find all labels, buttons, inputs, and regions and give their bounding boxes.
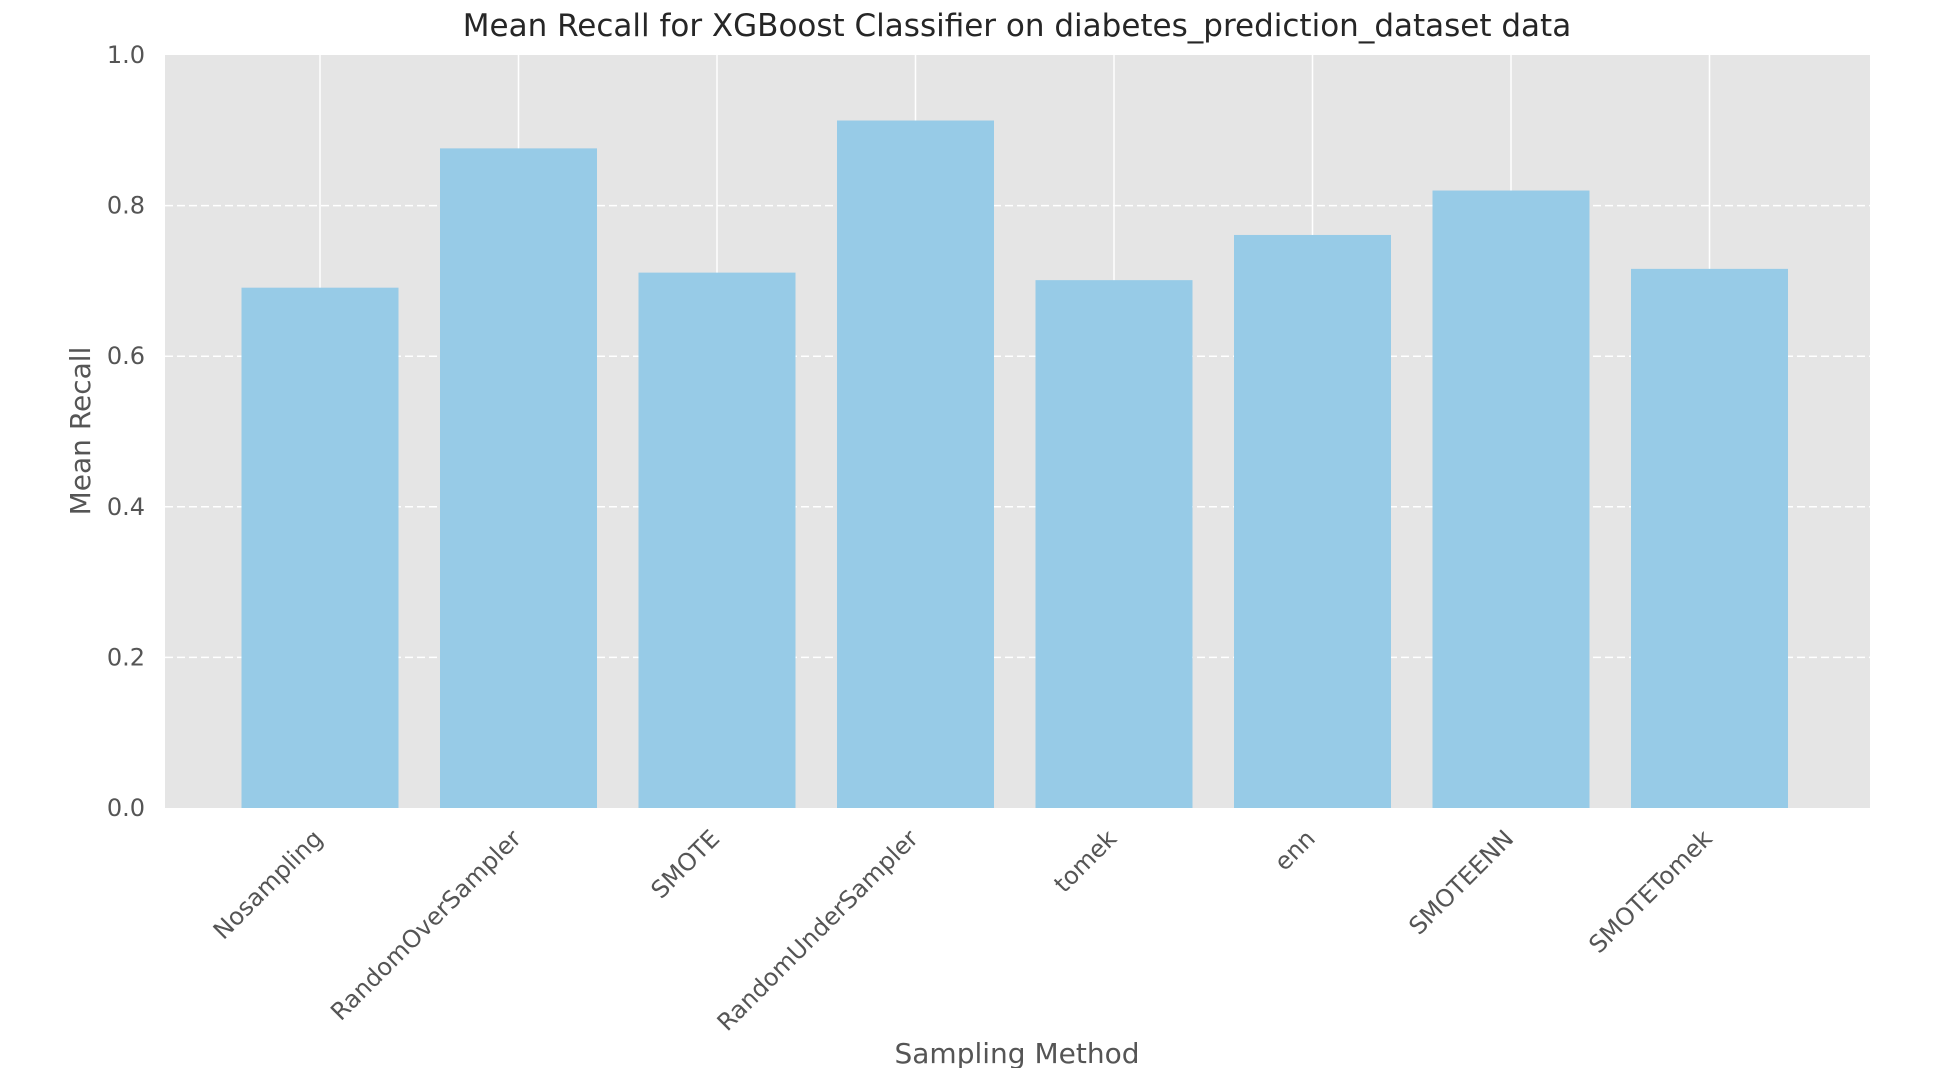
bar	[1432, 190, 1590, 809]
y-tick-label: 0.0	[107, 794, 145, 822]
x-tick-label: tomek	[1049, 824, 1123, 898]
bar	[837, 120, 994, 809]
plot-area	[165, 55, 1870, 808]
x-axis-label: Sampling Method	[895, 1037, 1140, 1068]
x-tick-label: Nosampling	[208, 824, 328, 944]
x-tick-label: SMOTEENN	[1403, 824, 1519, 940]
chart-title: Mean Recall for XGBoost Classifier on di…	[463, 8, 1571, 44]
bar	[1234, 234, 1391, 809]
x-tick-label: SMOTETomek	[1583, 824, 1717, 958]
bar	[1035, 280, 1193, 809]
bar	[638, 272, 796, 808]
x-tick-label: enn	[1269, 824, 1321, 876]
bar	[241, 287, 399, 808]
bar	[1631, 268, 1788, 808]
y-axis-label: Mean Recall	[64, 347, 97, 516]
bar	[440, 148, 597, 808]
y-axis-ticks: 0.0 0.2 0.4 0.6 0.8 1.0	[107, 41, 145, 822]
x-tick-label: RandomOverSampler	[325, 824, 527, 1026]
x-tick-label: SMOTE	[646, 824, 726, 904]
bars	[241, 120, 1788, 809]
y-tick-label: 0.2	[107, 643, 145, 671]
x-tick-label: RandomUnderSampler	[712, 824, 924, 1036]
y-tick-label: 1.0	[107, 41, 145, 69]
y-tick-label: 0.4	[107, 493, 145, 521]
y-tick-label: 0.8	[107, 192, 145, 220]
y-tick-label: 0.6	[107, 342, 145, 370]
